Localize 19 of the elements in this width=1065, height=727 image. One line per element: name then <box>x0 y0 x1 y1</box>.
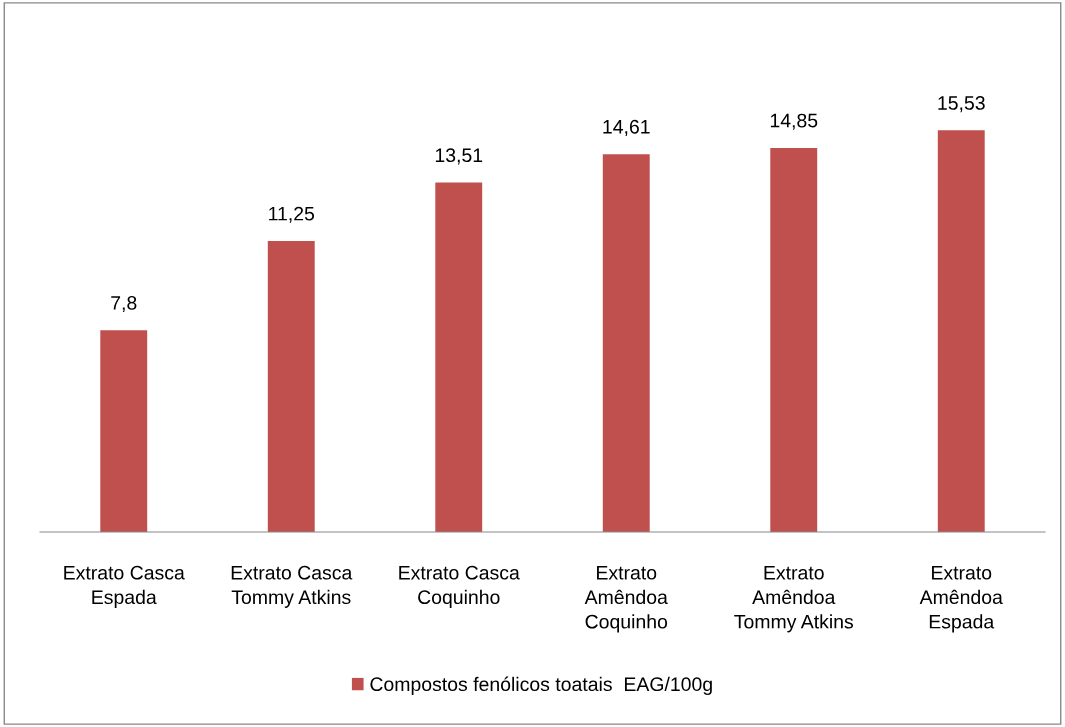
data-label: 15,53 <box>938 96 985 113</box>
bar <box>602 154 650 532</box>
x-tick-label: Extrato Casca Coquinho <box>399 565 520 608</box>
x-tick-label: Extrato Casca Espada <box>64 565 185 608</box>
x-tick-label: Extrato Casca Tommy Atkins <box>231 565 353 608</box>
bar <box>937 130 985 532</box>
bar <box>770 147 818 532</box>
x-tick-label: Extrato Amêndoa Tommy Atkins <box>734 566 854 633</box>
x-tick-label: Extrato Amêndoa Coquinho <box>584 566 668 633</box>
bar <box>267 241 315 532</box>
legend-label: Compostos fenólicos toatais EAG/100g <box>370 676 712 695</box>
data-label: 11,25 <box>269 206 315 223</box>
data-label: 7,8 <box>111 296 137 313</box>
bar <box>100 330 148 532</box>
bar <box>435 182 483 532</box>
data-label: 13,51 <box>435 148 483 165</box>
data-label: 14,61 <box>603 119 650 136</box>
x-tick-label: Extrato Amêndoa Espada <box>919 566 1003 633</box>
data-label: 14,85 <box>770 113 818 130</box>
